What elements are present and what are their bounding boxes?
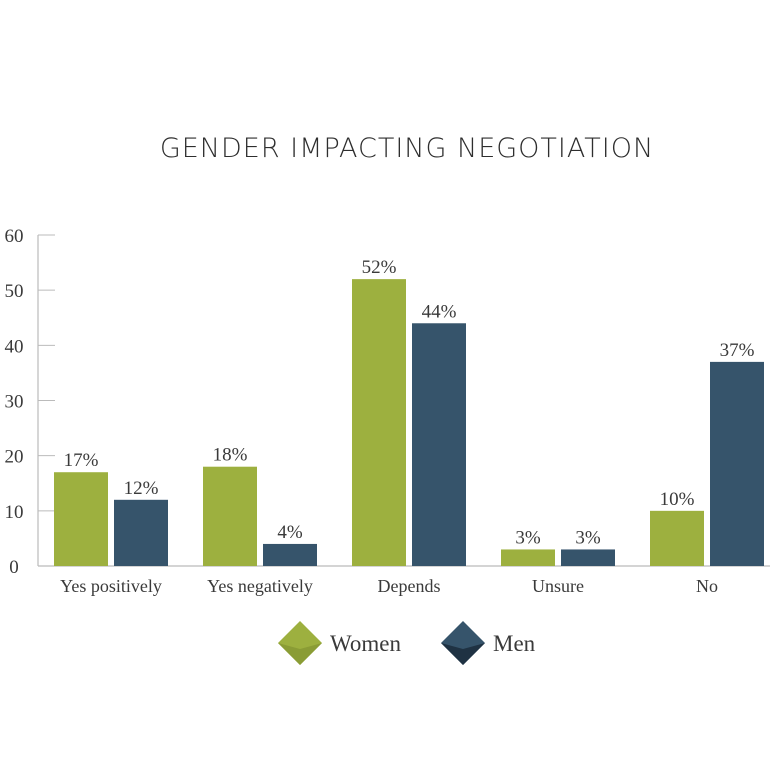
legend-icon-shade — [441, 643, 485, 665]
legend-label: Women — [330, 631, 401, 656]
y-tick-label: 0 — [9, 557, 19, 578]
x-tick-label: No — [696, 576, 718, 596]
data-label: 4% — [277, 522, 303, 543]
bar-women — [54, 472, 108, 566]
x-tick-label: Depends — [378, 576, 441, 596]
bar-men — [263, 543, 317, 566]
data-label: 17% — [64, 450, 99, 471]
y-tick-label: 20 — [5, 447, 24, 468]
bar-men — [114, 499, 168, 566]
bar-women — [352, 279, 406, 566]
legend-icon-shade — [278, 643, 322, 665]
x-tick-label: Yes positively — [60, 576, 162, 596]
data-label: 37% — [720, 340, 755, 361]
data-label: 44% — [422, 301, 457, 322]
bar-women — [501, 549, 555, 566]
y-tick-label: 10 — [5, 502, 24, 523]
bar-men — [412, 323, 466, 566]
y-tick-label: 50 — [5, 281, 24, 302]
y-tick-label: 60 — [5, 226, 24, 247]
data-label: 10% — [660, 489, 695, 510]
chart-title: GENDER IMPACTING NEGOTIATION — [160, 133, 654, 164]
legend-label: Men — [493, 631, 536, 656]
bar-women — [203, 466, 257, 566]
data-label: 18% — [213, 445, 248, 466]
bar-men — [710, 361, 764, 566]
data-label: 3% — [515, 527, 541, 548]
data-label: 52% — [362, 257, 397, 278]
data-label: 12% — [124, 478, 159, 499]
bar-men — [561, 549, 615, 566]
y-tick-label: 30 — [5, 392, 24, 413]
y-tick-label: 40 — [5, 336, 24, 357]
x-tick-label: Unsure — [532, 576, 584, 596]
bar-women — [650, 510, 704, 566]
data-label: 3% — [575, 527, 601, 548]
x-tick-label: Yes negatively — [207, 576, 313, 596]
